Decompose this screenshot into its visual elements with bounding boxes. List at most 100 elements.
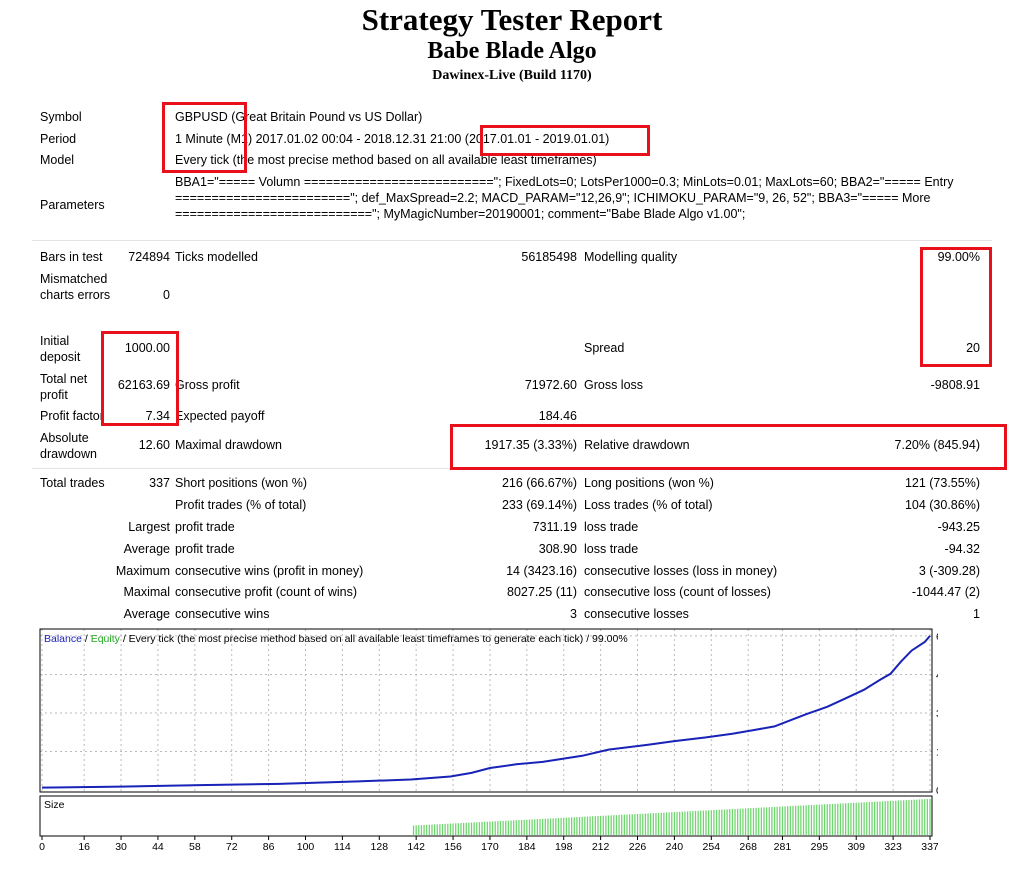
maximal-cons-loss-value: -1044.47 (2) (911, 585, 980, 599)
absdd-value: 12.60 (138, 438, 170, 452)
x-tick-label: 254 (703, 841, 721, 853)
avg-cons-wins-value: 3 (570, 607, 577, 621)
average2-label: Average (123, 607, 170, 621)
y-tick-label: 15746 (936, 746, 938, 758)
long-label: Long positions (won %) (584, 476, 714, 490)
pf-label: Profit factor (40, 409, 104, 423)
x-tick-label: 142 (407, 841, 425, 853)
maxdd-label: Maximal drawdown (175, 438, 282, 452)
average-profit-value: 308.90 (538, 542, 577, 556)
avg-cons-losses-value: 1 (973, 607, 980, 621)
x-tick-label: 128 (371, 841, 389, 853)
highlight-quality-spread (920, 247, 992, 367)
grossloss-label: Gross loss (584, 378, 644, 392)
x-tick-label: 184 (518, 841, 536, 853)
y-tick-label: 31492 (936, 708, 938, 720)
profit-trades-value: 233 (69.14%) (501, 498, 577, 512)
x-tick-label: 268 (739, 841, 757, 853)
maximal-cons-loss-label: consecutive loss (count of losses) (584, 585, 771, 599)
largest-profit-label: profit trade (175, 520, 235, 534)
highlight-symbol-period-model (162, 102, 247, 173)
x-tick-label: 226 (629, 841, 647, 853)
bars-label: Bars in test (40, 250, 103, 264)
grossloss-value: -9808.91 (930, 378, 980, 392)
x-tick-label: 30 (115, 841, 127, 853)
mismatch-value: 0 (163, 288, 170, 302)
legend-description: / Every tick (the most precise method ba… (120, 633, 628, 645)
model-value: Every tick (the most precise method base… (175, 153, 597, 167)
highlight-date-range (480, 125, 650, 156)
netprofit-label: Total net profit (40, 372, 88, 402)
size-pane-label: Size (44, 799, 65, 811)
maximal-label: Maximal (123, 585, 170, 599)
maximal-cons-profit-value: 8027.25 (11) (507, 585, 577, 599)
strategy-name: Babe Blade Algo (427, 38, 597, 64)
legend-equity: Equity (91, 633, 121, 645)
grossprofit-value: 71972.60 (524, 378, 577, 392)
chart-legend: Balance / Equity / Every tick (the most … (44, 633, 628, 645)
period-label: Period (40, 132, 77, 146)
x-tick-label: 156 (444, 841, 462, 853)
y-tick-label: 0 (936, 785, 938, 797)
maximal-cons-profit-label: consecutive profit (count of wins) (175, 585, 358, 599)
maximum-label: Maximum (115, 564, 170, 578)
absdd-label: Absolute drawdown (40, 431, 97, 461)
long-value: 121 (73.55%) (904, 476, 980, 490)
pf-value: 7.34 (145, 409, 170, 423)
payoff-value: 184.46 (538, 409, 577, 423)
largest-profit-value: 7311.19 (532, 520, 577, 534)
quality-label: Modelling quality (584, 250, 678, 264)
total-trades-label: Total trades (40, 476, 105, 490)
short-value: 216 (66.67%) (501, 476, 577, 490)
x-tick-label: 295 (811, 841, 829, 853)
server-build: Dawinex-Live (Build 1170) (432, 68, 592, 83)
size-pane (39, 795, 933, 837)
x-tick-label: 16 (78, 841, 90, 853)
x-tick-label: 58 (189, 841, 201, 853)
average-loss-value: -94.32 (944, 542, 980, 556)
mismatch-label: Mismatched charts errors (40, 272, 111, 302)
x-tick-label: 309 (847, 841, 865, 853)
report-title: Strategy Tester Report (361, 2, 663, 37)
reldd-label: Relative drawdown (584, 438, 690, 452)
avg-cons-losses-label: consecutive losses (584, 607, 689, 621)
ticks-value: 56185498 (521, 250, 577, 264)
parameters-label: Parameters (40, 198, 105, 212)
balance-pane (39, 628, 933, 793)
legend-balance: Balance (44, 633, 82, 645)
short-label: Short positions (won %) (175, 476, 308, 490)
symbol-label: Symbol (40, 110, 82, 124)
x-tick-label: 100 (297, 841, 315, 853)
highlight-deposit-profit (101, 331, 179, 426)
max-cons-losses-value: 3 (-309.28) (918, 564, 980, 578)
spread-label: Spread (584, 341, 625, 355)
average-loss-label: loss trade (584, 542, 639, 556)
y-axis-ticks: 62984 47238 31492 15746 0 (936, 631, 938, 797)
ticks-label: Ticks modelled (175, 250, 258, 264)
reldd-value: 7.20% (845.94) (894, 438, 980, 452)
loss-trades-value: 104 (30.86%) (904, 498, 980, 512)
payoff-label: Expected payoff (175, 409, 265, 423)
largest-loss-label: loss trade (584, 520, 639, 534)
max-cons-wins-label: consecutive wins (profit in money) (175, 564, 364, 578)
separator (32, 240, 992, 241)
x-axis-ticks: 0 16 30 44 58 72 86 100 114 128 142 156 170 184 198 212… (39, 836, 938, 853)
spread-value: 20 (966, 341, 980, 355)
average-profit-label: profit trade (175, 542, 235, 556)
y-tick-label: 47238 (936, 669, 938, 681)
parameters-value: BBA1="===== Volumn =====================… (175, 175, 954, 221)
x-tick-label: 323 (884, 841, 902, 853)
x-tick-label: 240 (666, 841, 684, 853)
largest-label: Largest (128, 520, 170, 534)
x-tick-label: 114 (334, 841, 351, 853)
largest-loss-value: -943.25 (937, 520, 980, 534)
balance-line (41, 635, 931, 789)
max-cons-wins-value: 14 (3423.16) (506, 564, 577, 578)
x-tick-label: 86 (263, 841, 275, 853)
chart-grid (40, 629, 932, 792)
x-tick-label: 281 (774, 841, 792, 853)
balance-equity-chart: 62984 47238 31492 15746 0 0 16 30 44 58 72 86 100 11… (38, 627, 938, 855)
average-label: Average (123, 542, 170, 556)
period-value: 1 Minute (M1) 2017.01.02 00:04 - 2018.12… (175, 132, 610, 146)
total-trades-value: 337 (149, 476, 170, 490)
